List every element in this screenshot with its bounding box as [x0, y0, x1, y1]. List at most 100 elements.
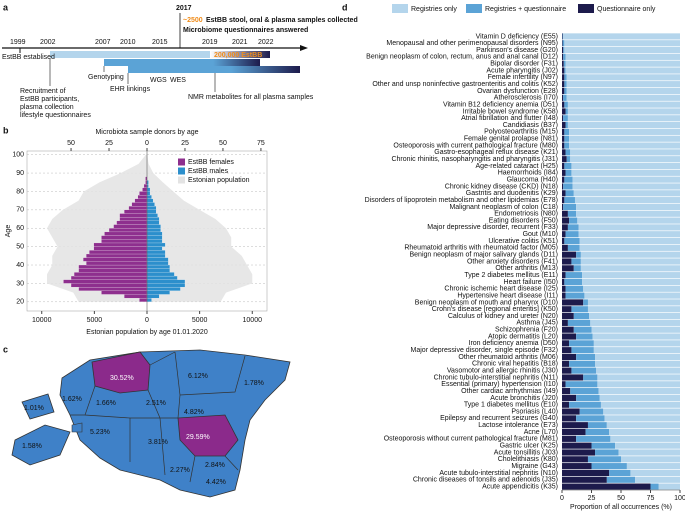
bar-segment — [596, 367, 680, 374]
y-tick-label: 100 — [12, 152, 24, 159]
bar-segment — [562, 435, 577, 442]
bar-segment — [562, 162, 565, 170]
y-tick-label: Benign neoplasm of colon, rectum, anus a… — [366, 54, 558, 61]
bar-segment — [562, 87, 565, 95]
bar-segment — [562, 176, 565, 183]
event-label: Genotyping — [88, 74, 124, 81]
donor-bar — [78, 264, 148, 269]
bar-segment — [566, 81, 680, 88]
y-tick-label: Osteoporosis without current pathologica… — [384, 436, 558, 443]
bar-segment — [610, 435, 680, 442]
y-tick-label: Crohn's disease [regional enteritis] (K5… — [432, 306, 558, 313]
donor-bar — [101, 235, 148, 240]
bar-segment — [570, 149, 680, 156]
bar-segment — [562, 190, 566, 197]
bar-segment — [576, 203, 680, 211]
event-label: NMR metabolites for all plasma samples — [188, 94, 314, 101]
bar-segment — [562, 67, 565, 74]
year-label: 2002 — [40, 39, 56, 46]
bar-segment — [564, 162, 572, 170]
bar-segment — [591, 326, 680, 333]
region-label: 1.78% — [244, 380, 264, 387]
y-tick-label: Gastro-esophageal reflux disease (K21) — [434, 149, 558, 156]
bar-segment — [562, 74, 565, 81]
x-tick-label: 10000 — [32, 317, 52, 324]
bar-segment — [576, 251, 581, 258]
bar-segment — [579, 237, 680, 245]
y-tick-label: Gastric ulcer (K25) — [500, 443, 558, 450]
donor-bar — [146, 228, 161, 233]
region-label: 6.12% — [188, 373, 208, 380]
bar-segment — [564, 40, 680, 47]
region-label: 29.59% — [186, 434, 210, 441]
bar-segment — [562, 244, 568, 251]
island — [21, 393, 55, 420]
y-tick-label: Atrial fibrillation and flutter (I48) — [461, 115, 558, 122]
bar-segment — [565, 108, 568, 115]
bar-segment — [567, 210, 577, 217]
y-tick-label: Chronic viral hepatitis (B18) — [472, 361, 558, 368]
bar-segment — [584, 292, 680, 299]
year-label: 2017 — [176, 5, 192, 12]
bar-segment — [562, 312, 574, 320]
bar-segment — [578, 231, 680, 238]
x2-tick-label: 50 — [67, 140, 75, 147]
donor-bar — [139, 191, 148, 196]
bar-segment — [565, 149, 571, 156]
bar-segment — [562, 128, 565, 135]
y-tick-label: Other and unsp noninfective gastroenteri… — [372, 81, 558, 88]
bar-segment — [562, 217, 570, 224]
panel-label: d — [342, 2, 348, 12]
bar-segment — [565, 231, 579, 238]
bar-segment — [563, 183, 573, 190]
donor-bar — [119, 213, 148, 218]
bar-segment — [562, 292, 566, 299]
bar-segment — [562, 388, 571, 395]
bar-segment — [592, 333, 680, 340]
donor-bar — [146, 202, 155, 207]
bar-segment — [609, 469, 631, 477]
donor-bar — [146, 235, 163, 240]
recruitment-text: lifestyle questionnaires — [20, 112, 91, 119]
bar-segment — [593, 347, 680, 354]
bar-segment — [569, 340, 594, 347]
donor-bar — [83, 257, 148, 262]
bar-segment — [626, 463, 680, 470]
bar-segment — [562, 231, 566, 238]
x2-tick-label: 75 — [257, 140, 265, 147]
bar-segment — [600, 401, 680, 408]
legend-swatch — [578, 4, 594, 13]
donor-bar — [101, 239, 148, 244]
y-tick-label: Irritable bowel syndrome (K58) — [463, 108, 558, 115]
bar-segment — [569, 217, 578, 224]
donor-bar — [108, 228, 148, 233]
bar-segment — [563, 203, 577, 211]
region-label: 1.62% — [62, 396, 82, 403]
donor-bar — [146, 198, 154, 203]
y-tick-label: Acute tubulo-interstitial nephritis (N10… — [439, 470, 558, 477]
y-tick-label: Type 2 diabetes mellitus (E11) — [464, 272, 558, 279]
bar-segment — [565, 60, 680, 67]
legend-label: Questionnaire only — [597, 6, 656, 13]
y-tick-label: Major depressive disorder, recurrent (F3… — [427, 224, 558, 231]
region-label: 2.51% — [146, 400, 166, 407]
bar-segment — [630, 469, 680, 477]
bar-segment — [565, 169, 572, 176]
donor-bar — [146, 217, 160, 221]
bar-segment — [618, 449, 680, 456]
bar-segment — [563, 60, 566, 67]
x-axis-label: Proportion of all occurrences (%) — [570, 504, 672, 511]
y-tick-label: Acute appendicitis (K35) — [482, 483, 558, 490]
bar-segment — [567, 224, 579, 231]
highlight-text: EstBB stool, oral & plasma samples colle… — [206, 17, 358, 24]
donor-bar — [63, 279, 148, 284]
bar-segment — [563, 94, 567, 101]
recruitment-text: plasma collection — [20, 104, 74, 111]
bar-segment — [564, 237, 580, 245]
donor-bar — [124, 209, 148, 214]
bar-segment — [563, 115, 568, 122]
y-tick-label: Chronic diseases of tonsils and adenoids… — [413, 477, 558, 484]
y-tick-label: Candidiasis (B37) — [503, 122, 558, 129]
y-tick-label: Age-related cataract (H25) — [476, 163, 558, 170]
